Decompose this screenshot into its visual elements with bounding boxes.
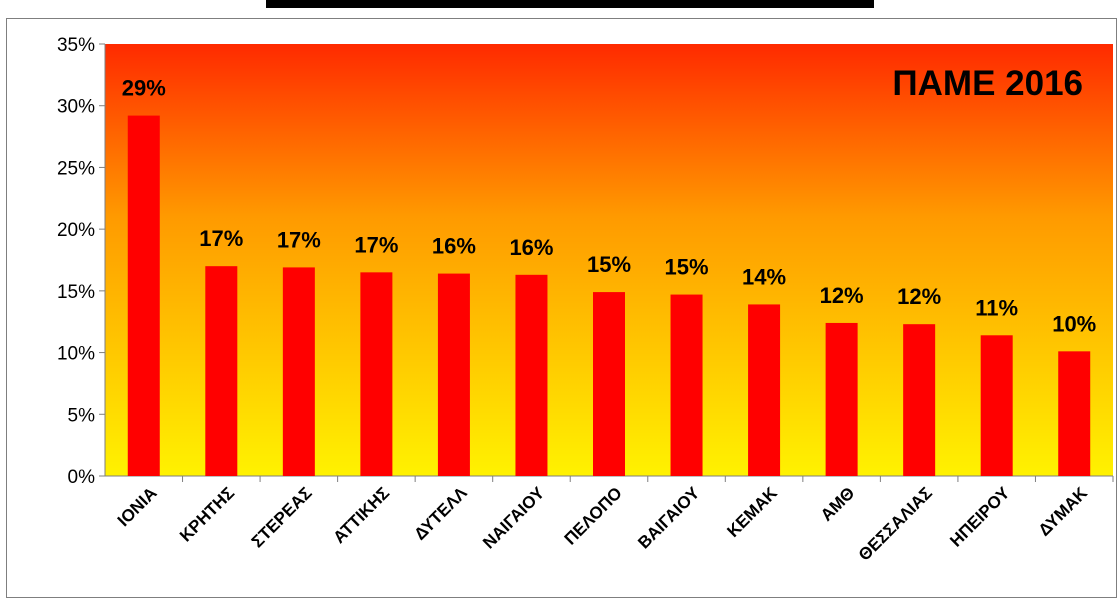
x-tick-label: ΚΡΗΤΗΣ [176,483,238,545]
bar [360,272,393,476]
x-tick-labels: ΙΟΝΙΑ ΚΡΗΤΗΣ ΣΤΕΡΕΑΣ ΑΤΤΙΚΗΣ ΔΥΤΕΛΛ ΝΑΙΓΑΙΟΥ Π… [114,483,1092,565]
data-label: 15% [587,252,631,277]
y-tick-label: 5% [68,405,96,426]
x-tick-label: ΒΑΙΓΑΙΟΥ [634,483,704,553]
bar [748,304,781,476]
y-tick-label: 25% [57,158,95,179]
bar [980,335,1013,476]
x-tick-label: ΘΕΣΣΑΛΙΑΣ [855,483,936,564]
y-tick-label: 20% [57,220,95,241]
data-label: 12% [820,283,864,308]
x-tick-label: ΑΜΘ [817,483,858,524]
data-label: 16% [432,234,476,259]
data-label: 15% [665,255,709,280]
data-label: 17% [277,227,321,252]
bar [515,274,548,476]
bar [282,267,315,476]
x-tick-label: ΙΟΝΙΑ [114,483,161,530]
data-label: 12% [897,284,941,309]
chart-title: ΠΑΜΕ 2016 [892,64,1083,103]
bar [205,266,238,476]
bar [127,115,160,477]
bar [437,273,470,476]
y-tick-label: 10% [57,344,95,365]
data-label: 16% [509,235,553,260]
data-label: 10% [1052,311,1096,336]
bar [670,294,703,476]
bar [903,324,936,476]
x-tick-label: ΣΤΕΡΕΑΣ [248,483,316,551]
title-underline [266,0,874,8]
bar [825,322,858,476]
bar [593,292,625,476]
data-label: 17% [199,226,243,251]
x-tick-label: ΠΕΛΟΠΟ [561,483,626,548]
data-labels: 29% 17% 17% 17% 16% 16% 15% 15% 14% 12% 12% 11% 10% [122,76,1097,337]
x-tick-label: ΑΤΤΙΚΗΣ [329,483,393,547]
y-tick-label: 35% [57,35,95,56]
x-tick-label: ΔΥΜΑΚ [1035,483,1092,540]
x-tick-label: ΔΥΤΕΛΛ [410,483,471,544]
x-tick-label: ΝΑΙΓΑΙΟΥ [479,483,549,553]
x-tick-label: ΚΕΜΑΚ [723,483,781,541]
data-label: 29% [122,76,166,101]
bars [127,115,1091,477]
axes: 0% 5% 10% 15% 20% 25% 30% 35% [57,35,1114,488]
x-tick-label: ΗΠΕΙΡΟΥ [946,483,1014,551]
data-label: 17% [354,232,398,257]
y-tick-label: 0% [68,467,96,488]
bar [1058,351,1091,476]
data-label: 14% [742,264,786,289]
y-tick-label: 30% [57,97,95,118]
chart-frame [6,18,1117,598]
y-tick-label: 15% [57,282,95,303]
data-label: 11% [975,295,1018,320]
